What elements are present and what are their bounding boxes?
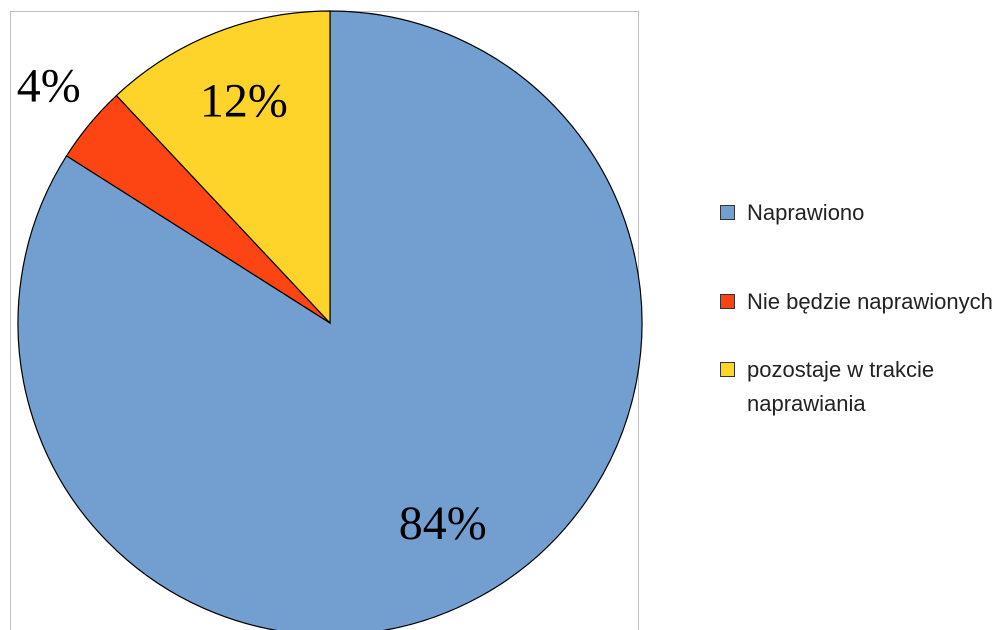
data-label: 4% [17, 59, 81, 112]
legend-swatch [720, 294, 735, 309]
data-label: 84% [399, 497, 487, 550]
legend-item: Nie będzie naprawionych [720, 285, 995, 319]
legend-swatch [720, 205, 735, 220]
legend-label: pozostaje w trakcie naprawiania [747, 357, 935, 416]
legend-swatch [720, 362, 735, 377]
legend-label: Nie będzie naprawionych [747, 289, 993, 314]
legend-item: Naprawiono [720, 196, 995, 230]
legend-item: pozostaje w trakcie naprawiania [720, 353, 995, 421]
legend-label: Naprawiono [747, 200, 865, 225]
pie-slice [17, 10, 643, 630]
data-label: 12% [200, 74, 288, 127]
pie-slice [115, 10, 331, 325]
